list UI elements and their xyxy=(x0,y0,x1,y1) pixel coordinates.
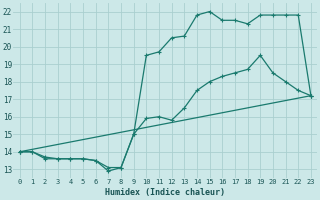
X-axis label: Humidex (Indice chaleur): Humidex (Indice chaleur) xyxy=(105,188,225,197)
